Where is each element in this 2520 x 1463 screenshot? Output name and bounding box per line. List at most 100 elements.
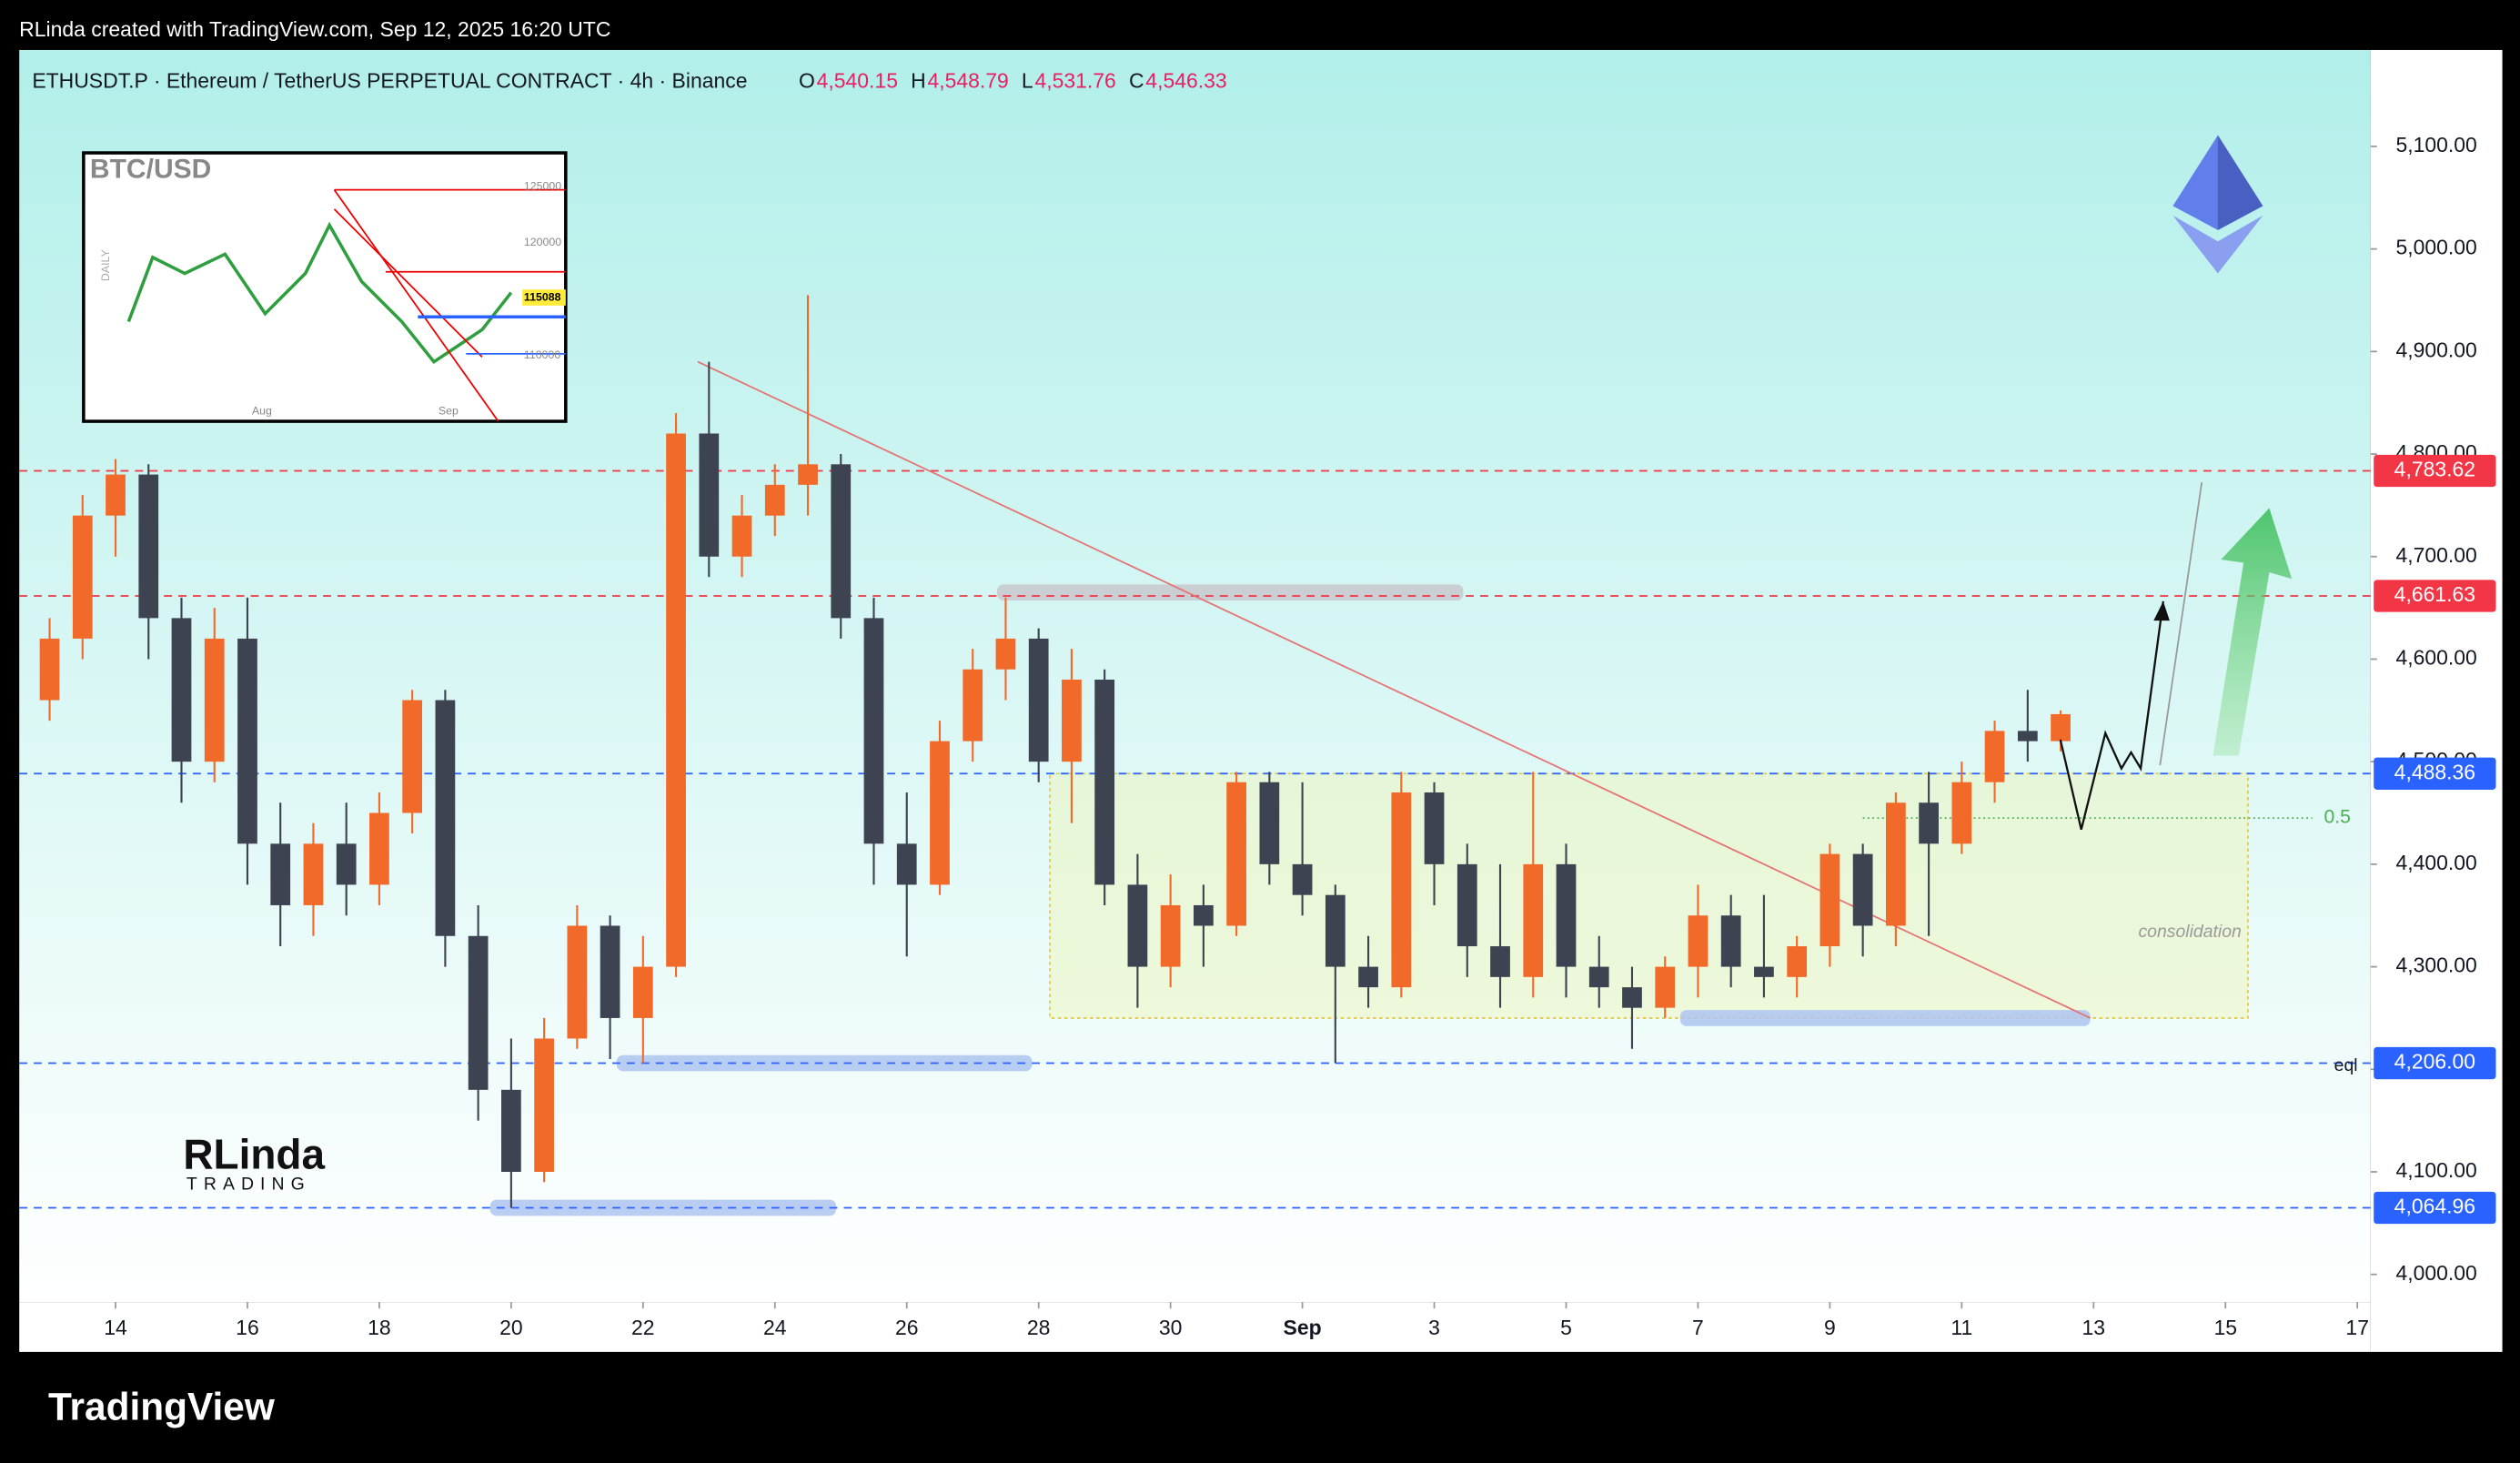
candle-body: [930, 741, 950, 885]
level-label: 4,783.62: [2394, 458, 2475, 481]
x-tick-label: 18: [368, 1316, 391, 1339]
x-tick-label: 20: [499, 1316, 523, 1339]
y-tick-label: 4,700.00: [2395, 543, 2476, 567]
candle-body: [731, 515, 752, 557]
candle-body: [1852, 853, 1873, 926]
candle-body: [1951, 782, 1972, 844]
candle-body: [1688, 915, 1709, 967]
eth-top-shade: [2217, 135, 2263, 230]
candle-body: [369, 812, 389, 885]
candle-body: [567, 925, 588, 1039]
candle-body: [1754, 966, 1774, 977]
candle-body: [468, 935, 489, 1090]
inset-frame: [82, 151, 568, 423]
y-tick-label: 5,000.00: [2395, 236, 2476, 259]
inset-month: Aug: [252, 405, 272, 418]
candle-body: [501, 1089, 521, 1172]
inset-price: [126, 221, 513, 365]
candle-body: [1160, 904, 1181, 967]
candle-body: [1886, 802, 1906, 926]
ohlc-value: 4,540.15: [817, 68, 898, 92]
candle-body: [896, 843, 917, 885]
candle-body: [1226, 782, 1246, 926]
level-tag: [2374, 757, 2496, 790]
brand-sub: TRADING: [186, 1174, 311, 1194]
candle-body: [632, 966, 653, 1018]
x-tick-label: 22: [631, 1316, 655, 1339]
inset-title: BTC/USD: [90, 154, 211, 184]
ohlc-value: 4,548.79: [927, 68, 1008, 92]
candle-body: [336, 843, 357, 885]
candle-body: [995, 638, 1016, 670]
candle-body: [138, 474, 159, 619]
candle-body: [1094, 679, 1115, 885]
candle-body: [600, 925, 620, 1018]
candle-body: [39, 638, 60, 701]
candle-body: [1523, 863, 1544, 977]
y-tick-label: 4,000.00: [2395, 1261, 2476, 1285]
candle-body: [1622, 987, 1642, 1008]
x-tick-label: 3: [1428, 1316, 1440, 1339]
x-tick-label: 11: [1950, 1316, 1972, 1339]
ohlc-value: 4,531.76: [1034, 68, 1115, 92]
candle-body: [1720, 915, 1741, 967]
x-tick-label: Sep: [1284, 1316, 1322, 1339]
candle-body: [1424, 792, 1445, 864]
inset-tick: 115088: [524, 290, 561, 303]
candle-body: [1655, 966, 1676, 1008]
zone: [1679, 1010, 2091, 1026]
eth-logo: [2172, 135, 2263, 274]
consolidation-box: [1049, 772, 2249, 1019]
candle-body: [1259, 782, 1280, 864]
x-tick-label: 7: [1692, 1316, 1704, 1339]
inset-tick: 125000: [524, 179, 561, 192]
candle-body: [72, 515, 93, 639]
candle-body: [1787, 946, 1808, 977]
inset-tick: 110000: [524, 348, 560, 361]
x-tick-label: 5: [1560, 1316, 1572, 1339]
candle-body: [863, 618, 884, 844]
candle-body: [106, 474, 126, 516]
candle-body: [963, 669, 983, 742]
x-tick-label: 17: [2345, 1316, 2369, 1339]
level-label: 4,661.63: [2394, 582, 2475, 606]
candle-body: [764, 484, 785, 516]
level-label: 4,206.00: [2394, 1050, 2475, 1074]
credit: RLinda created with TradingView.com, Sep…: [19, 17, 610, 41]
candle-body: [1062, 679, 1082, 762]
eql-label: eql: [2334, 1055, 2358, 1075]
zone: [997, 584, 1464, 601]
level-label: 4,488.36: [2394, 760, 2475, 783]
ohlc-key: O: [799, 68, 815, 92]
projection-head: [2153, 600, 2170, 621]
x-tick-label: 15: [2213, 1316, 2237, 1339]
y-tick-label: 5,100.00: [2395, 133, 2476, 156]
level-tag: [2374, 1046, 2496, 1080]
eth-bottom: [2172, 215, 2263, 274]
candle-body: [303, 843, 324, 905]
footer-logo: TradingView: [48, 1386, 276, 1428]
candle-body: [1391, 792, 1412, 988]
x-tick-label: 30: [1159, 1316, 1183, 1339]
y-tick-label: 4,400.00: [2395, 851, 2476, 874]
ohlc-key: C: [1129, 68, 1144, 92]
candle-body: [402, 700, 423, 813]
candle-body: [1325, 894, 1346, 967]
x-axis-band: [19, 1302, 2371, 1352]
candle-body: [1358, 966, 1378, 988]
candle-body: [1194, 904, 1214, 926]
brand: RLinda: [183, 1130, 325, 1177]
y-tick-label: 4,300.00: [2395, 953, 2476, 977]
candle-body: [1490, 946, 1510, 977]
ohlc-key: L: [1022, 68, 1033, 92]
candle-body: [171, 618, 192, 762]
candle-body: [666, 433, 686, 967]
green-arrow: [2213, 508, 2293, 756]
y-tick-label: 4,900.00: [2395, 338, 2476, 361]
candle-body: [699, 433, 720, 557]
x-tick-label: 9: [1824, 1316, 1836, 1339]
level-tag: [2374, 1191, 2496, 1225]
candle-body: [1028, 638, 1049, 762]
projection-arrow: [2159, 482, 2203, 766]
